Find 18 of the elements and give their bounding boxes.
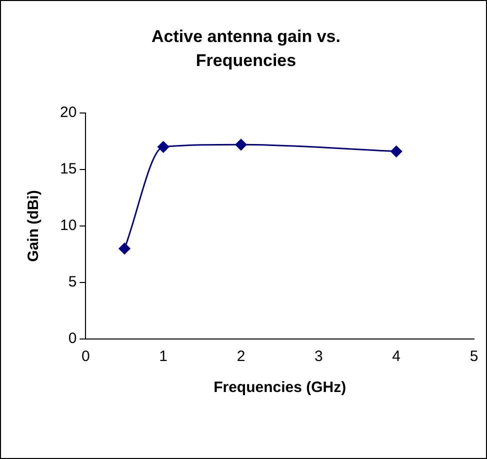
x-tick-label: 5 — [470, 348, 478, 366]
x-axis-title: Frequencies (GHz) — [214, 379, 346, 396]
point — [158, 141, 170, 153]
x-tick-label: 4 — [392, 348, 401, 366]
point — [390, 146, 402, 158]
y-axis-title: Gain (dBi) — [25, 190, 42, 262]
x-tick-label: 1 — [159, 348, 168, 366]
x-tick-label: 2 — [236, 348, 246, 366]
y-tick-label: 15 — [60, 160, 77, 178]
chart-title: Active antenna gain vs. Frequencies — [150, 26, 342, 72]
y-tick-label: 5 — [68, 274, 77, 291]
y-tick-label: 0 — [68, 330, 77, 348]
y-tick-label: 10 — [60, 217, 77, 234]
point — [235, 138, 247, 150]
y-tick-label: 20 — [60, 104, 77, 122]
x-tick-label: 0 — [82, 348, 90, 366]
point — [118, 242, 130, 254]
x-tick-label: 3 — [314, 348, 323, 366]
